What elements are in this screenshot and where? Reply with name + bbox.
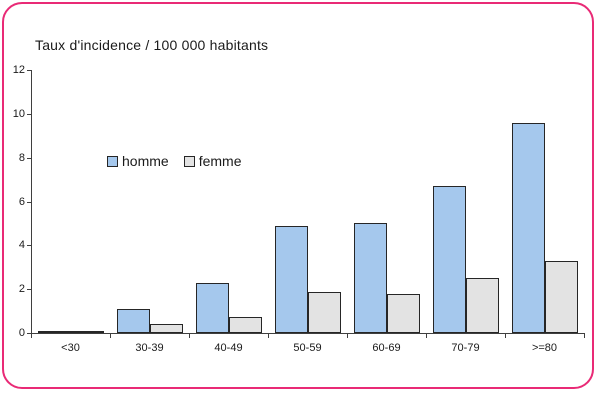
y-axis-line [31,70,32,334]
x-axis-category-label: 50-59 [293,342,322,354]
x-axis-tick [584,334,585,338]
bar-femme-30-39 [150,324,183,333]
x-axis-tick [347,334,348,338]
x-axis-category-label: >=80 [531,342,558,354]
legend-label-femme: femme [198,153,242,169]
bar-femme-50-59 [308,292,341,333]
legend: homme femme [107,153,241,169]
bar-homme->=80 [512,123,545,333]
legend-swatch-homme [107,155,118,167]
x-axis-category-label: 40-49 [214,342,243,354]
y-axis-tick [27,289,31,291]
bar-femme->=80 [545,261,578,333]
x-axis-category-label: 60-69 [372,342,401,354]
y-axis-tick-label: 12 [12,64,25,76]
y-axis-tick [27,201,31,203]
x-axis-tick [110,334,111,338]
bar-homme-60-69 [354,223,387,333]
y-axis-tick [27,70,31,71]
x-axis-tick [189,334,190,338]
y-axis-tick [27,333,31,334]
bar-femme-<30 [71,331,104,333]
x-axis-category-label: 30-39 [135,342,164,354]
bar-homme-<30 [38,331,71,333]
bar-homme-40-49 [196,283,229,333]
legend-swatch-femme [183,155,195,167]
bar-femme-70-79 [466,278,499,333]
y-axis-tick [27,245,31,247]
bar-homme-50-59 [275,226,308,333]
bar-femme-40-49 [229,317,262,333]
x-axis-tick [268,334,269,338]
x-axis-category-label: 70-79 [451,342,480,354]
bar-homme-70-79 [433,186,466,333]
y-axis-tick-label: 10 [12,107,25,120]
x-axis-line [31,333,585,334]
y-axis-tick-label: 0 [18,327,25,339]
legend-item-homme: homme [107,153,169,169]
y-axis-tick-label: 2 [18,283,25,296]
y-axis-tick [27,157,31,159]
x-axis-tick [505,334,506,338]
bar-homme-30-39 [117,309,150,333]
x-axis-tick [426,334,427,338]
legend-label-homme: homme [122,153,169,169]
y-axis-tick [27,113,31,115]
y-axis-tick-label: 8 [18,151,25,164]
y-axis-tick-label: 6 [18,195,25,208]
y-axis-tick-label: 4 [18,239,25,252]
chart-title: Taux d'incidence / 100 000 habitants [35,37,269,53]
x-axis-category-label: <30 [61,342,80,354]
x-axis-tick [31,334,32,338]
bar-femme-60-69 [387,294,420,333]
legend-item-femme: femme [183,153,242,169]
